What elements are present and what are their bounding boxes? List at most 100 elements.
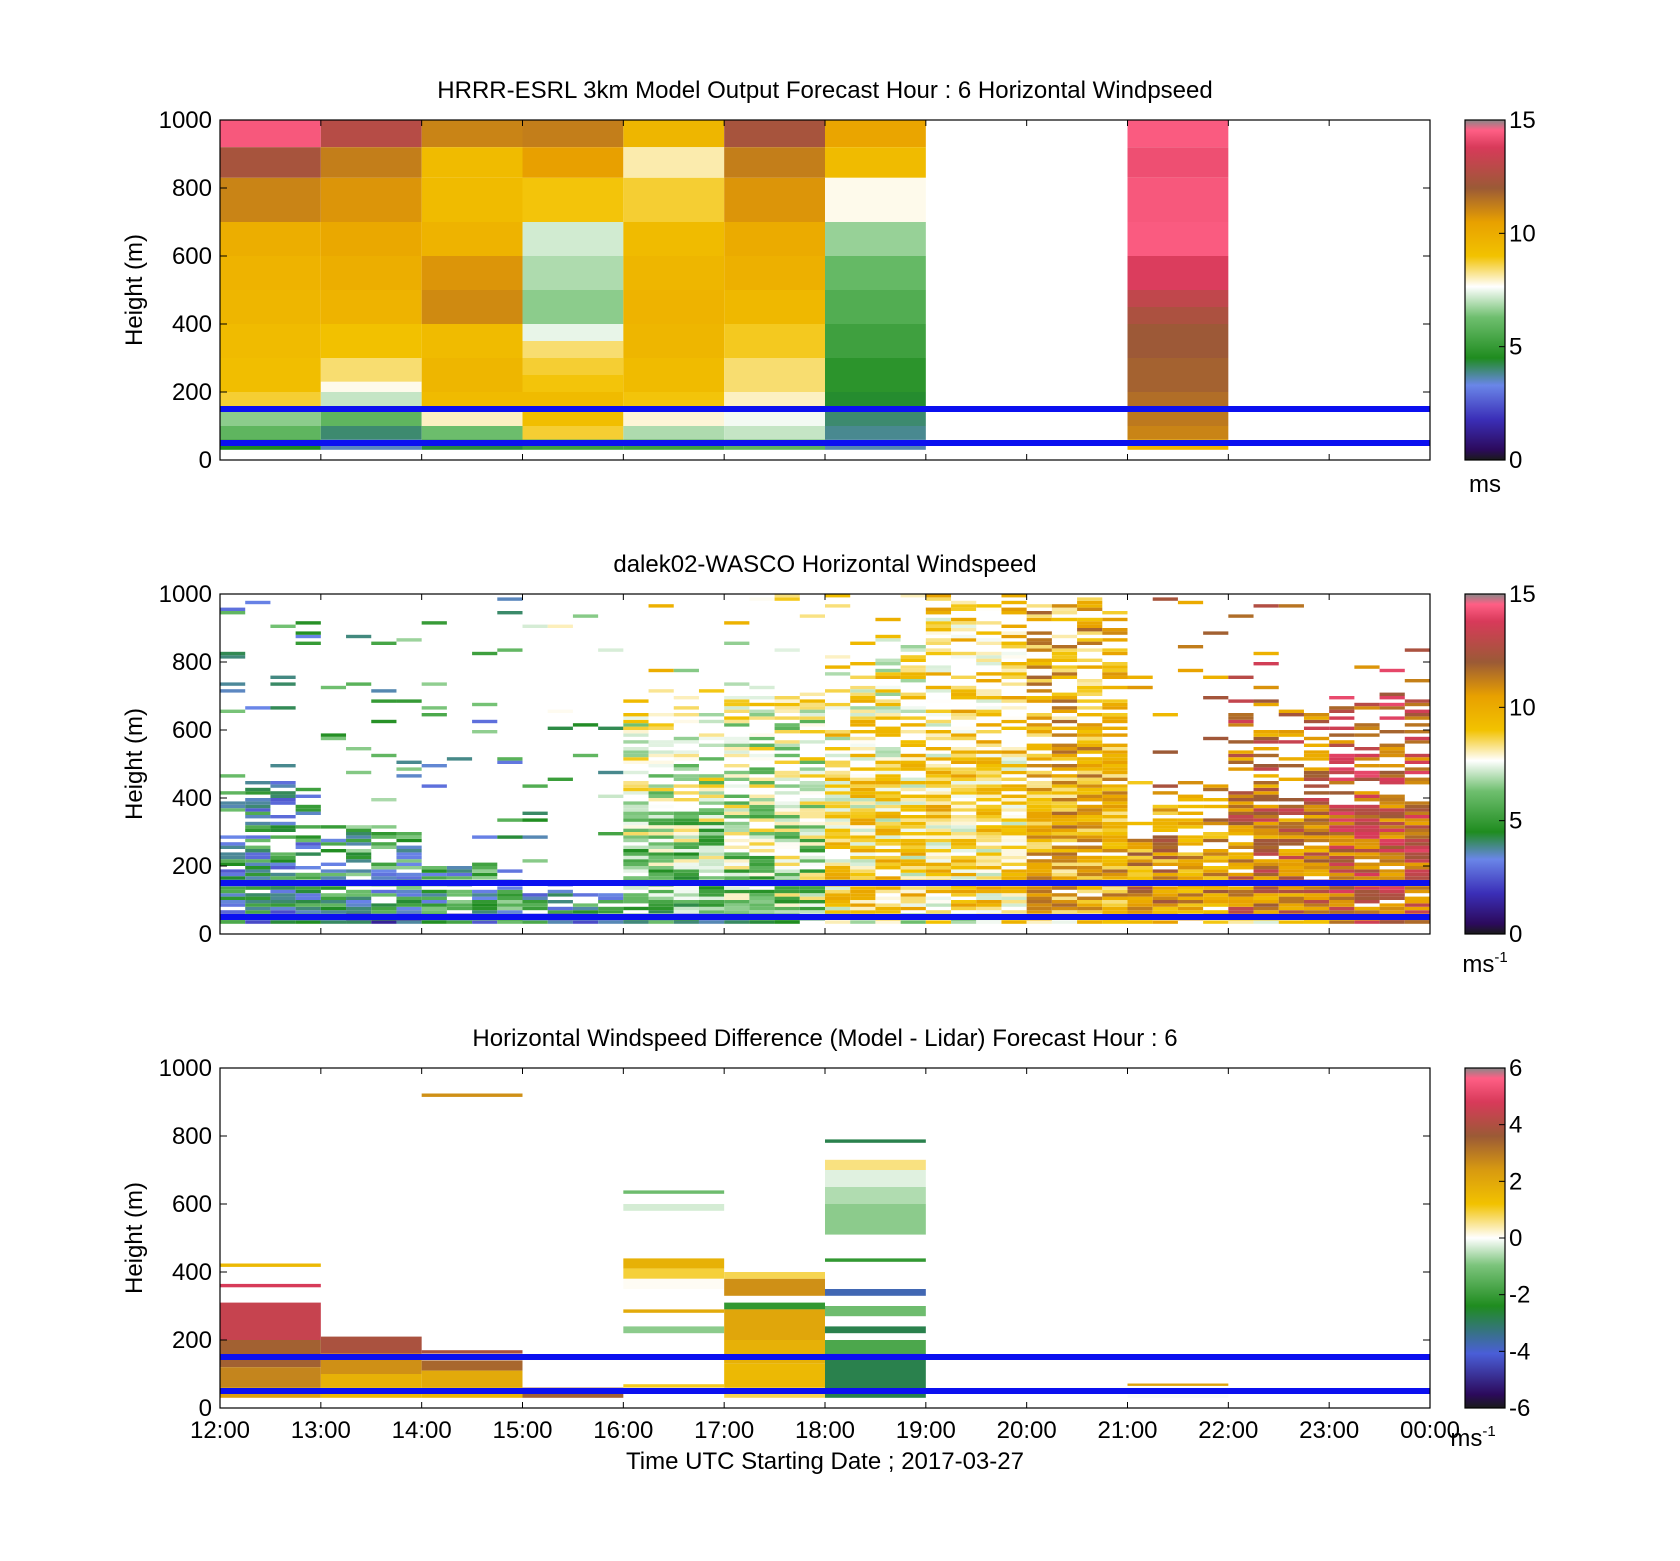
lidar-gate xyxy=(1379,832,1405,836)
lidar-gate xyxy=(1102,855,1128,860)
lidar-gate xyxy=(673,849,699,853)
lidar-gate xyxy=(472,896,498,900)
lidar-gate xyxy=(371,903,397,907)
lidar-gate xyxy=(446,920,473,924)
lidar-gate xyxy=(1303,777,1330,781)
lidar-gate xyxy=(1278,740,1304,744)
lidar-gate xyxy=(1001,920,1027,924)
lidar-gate xyxy=(875,726,901,730)
lidar-gate xyxy=(1228,893,1254,897)
lidar-gate xyxy=(976,798,1002,802)
lidar-gate xyxy=(1026,811,1052,815)
lidar-gate xyxy=(371,862,397,866)
lidar-gate xyxy=(1404,781,1430,785)
lidar-gate xyxy=(1253,920,1279,924)
lidar-gate xyxy=(900,821,926,826)
lidar-gate xyxy=(799,811,825,815)
lidar-gate xyxy=(1329,855,1355,860)
lidar-gate xyxy=(648,774,674,778)
lidar-gate xyxy=(270,791,296,795)
lidar-gate xyxy=(799,910,825,914)
lidar-gate xyxy=(1177,838,1204,843)
lidar-gate xyxy=(1077,638,1103,642)
lidar-gate xyxy=(925,685,952,690)
lidar-gate xyxy=(900,893,926,897)
lidar-gate xyxy=(1102,920,1128,924)
lidar-gate xyxy=(1051,743,1078,747)
lidar-gate xyxy=(1379,808,1405,812)
panel-lidar-xticks xyxy=(219,594,1431,934)
lidar-gate xyxy=(673,852,699,856)
lidar-gate xyxy=(1203,896,1229,900)
lidar-gate xyxy=(1354,900,1380,904)
lidar-gate xyxy=(1203,631,1229,635)
lidar-gate xyxy=(1026,804,1052,809)
lidar-gate xyxy=(1001,675,1027,679)
lidar-gate xyxy=(547,726,573,730)
heatmap-cell xyxy=(320,147,422,178)
lidar-gate xyxy=(1329,743,1355,747)
lidar-gate xyxy=(875,747,901,751)
lidar-gate xyxy=(371,842,397,846)
lidar-gate xyxy=(925,798,952,802)
lidar-gate xyxy=(1379,774,1405,778)
lidar-gate xyxy=(799,716,825,720)
lidar-gate xyxy=(875,842,901,846)
lidar-gate xyxy=(925,862,952,866)
lidar-gate xyxy=(1026,869,1052,873)
lidar-gate xyxy=(623,770,649,775)
lidar-gate xyxy=(1278,869,1304,873)
lidar-gate xyxy=(472,651,498,656)
lidar-gate xyxy=(1102,794,1128,798)
heatmap-cell xyxy=(825,1306,926,1317)
lidar-gate xyxy=(825,859,851,863)
lidar-gate xyxy=(1051,747,1078,751)
lidar-gate xyxy=(371,893,397,897)
lidar-gate xyxy=(270,876,296,880)
lidar-gate xyxy=(850,906,876,911)
lidar-gate xyxy=(1228,903,1254,907)
lidar-gate xyxy=(1127,845,1153,849)
lidar-gate xyxy=(623,859,649,863)
lidar-gate xyxy=(825,804,851,809)
lidar-gate xyxy=(1177,872,1204,877)
lidar-gate xyxy=(925,787,952,792)
lidar-gate xyxy=(951,866,977,870)
lidar-gate xyxy=(648,866,674,870)
lidar-gate xyxy=(1127,896,1153,900)
lidar-gate xyxy=(875,849,901,853)
lidar-gate xyxy=(1253,838,1279,843)
lidar-gate xyxy=(1152,889,1178,894)
lidar-gate xyxy=(1102,665,1128,669)
lidar-gate xyxy=(1152,876,1178,880)
lidar-gate xyxy=(951,821,977,826)
lidar-gate xyxy=(1051,787,1078,792)
lidar-gate xyxy=(1001,815,1027,819)
lidar-gate xyxy=(1152,896,1178,900)
lidar-gate xyxy=(1253,896,1279,900)
lidar-gate xyxy=(850,835,876,839)
heatmap-cell xyxy=(623,1309,725,1313)
lidar-gate xyxy=(1051,757,1078,761)
lidar-gate xyxy=(673,855,699,860)
lidar-gate xyxy=(1077,896,1103,900)
lidar-gate xyxy=(925,903,952,907)
lidar-gate xyxy=(1177,876,1204,880)
lidar-gate xyxy=(774,699,800,703)
lidar-gate xyxy=(1379,798,1405,802)
lidar-gate xyxy=(1354,706,1380,710)
lidar-gate xyxy=(623,723,649,727)
lidar-gate xyxy=(623,906,649,911)
lidar-gate xyxy=(951,842,977,846)
lidar-gate xyxy=(220,889,246,894)
lidar-gate xyxy=(1077,597,1103,601)
lidar-gate xyxy=(951,736,977,741)
lidar-gate xyxy=(698,719,725,724)
lidar-gate xyxy=(875,832,901,836)
lidar-gate xyxy=(1001,672,1027,676)
lidar-gate xyxy=(270,852,296,856)
lidar-gate xyxy=(1051,672,1078,676)
lidar-gate xyxy=(245,808,271,812)
lidar-gate xyxy=(648,852,674,856)
lidar-gate xyxy=(421,869,447,873)
